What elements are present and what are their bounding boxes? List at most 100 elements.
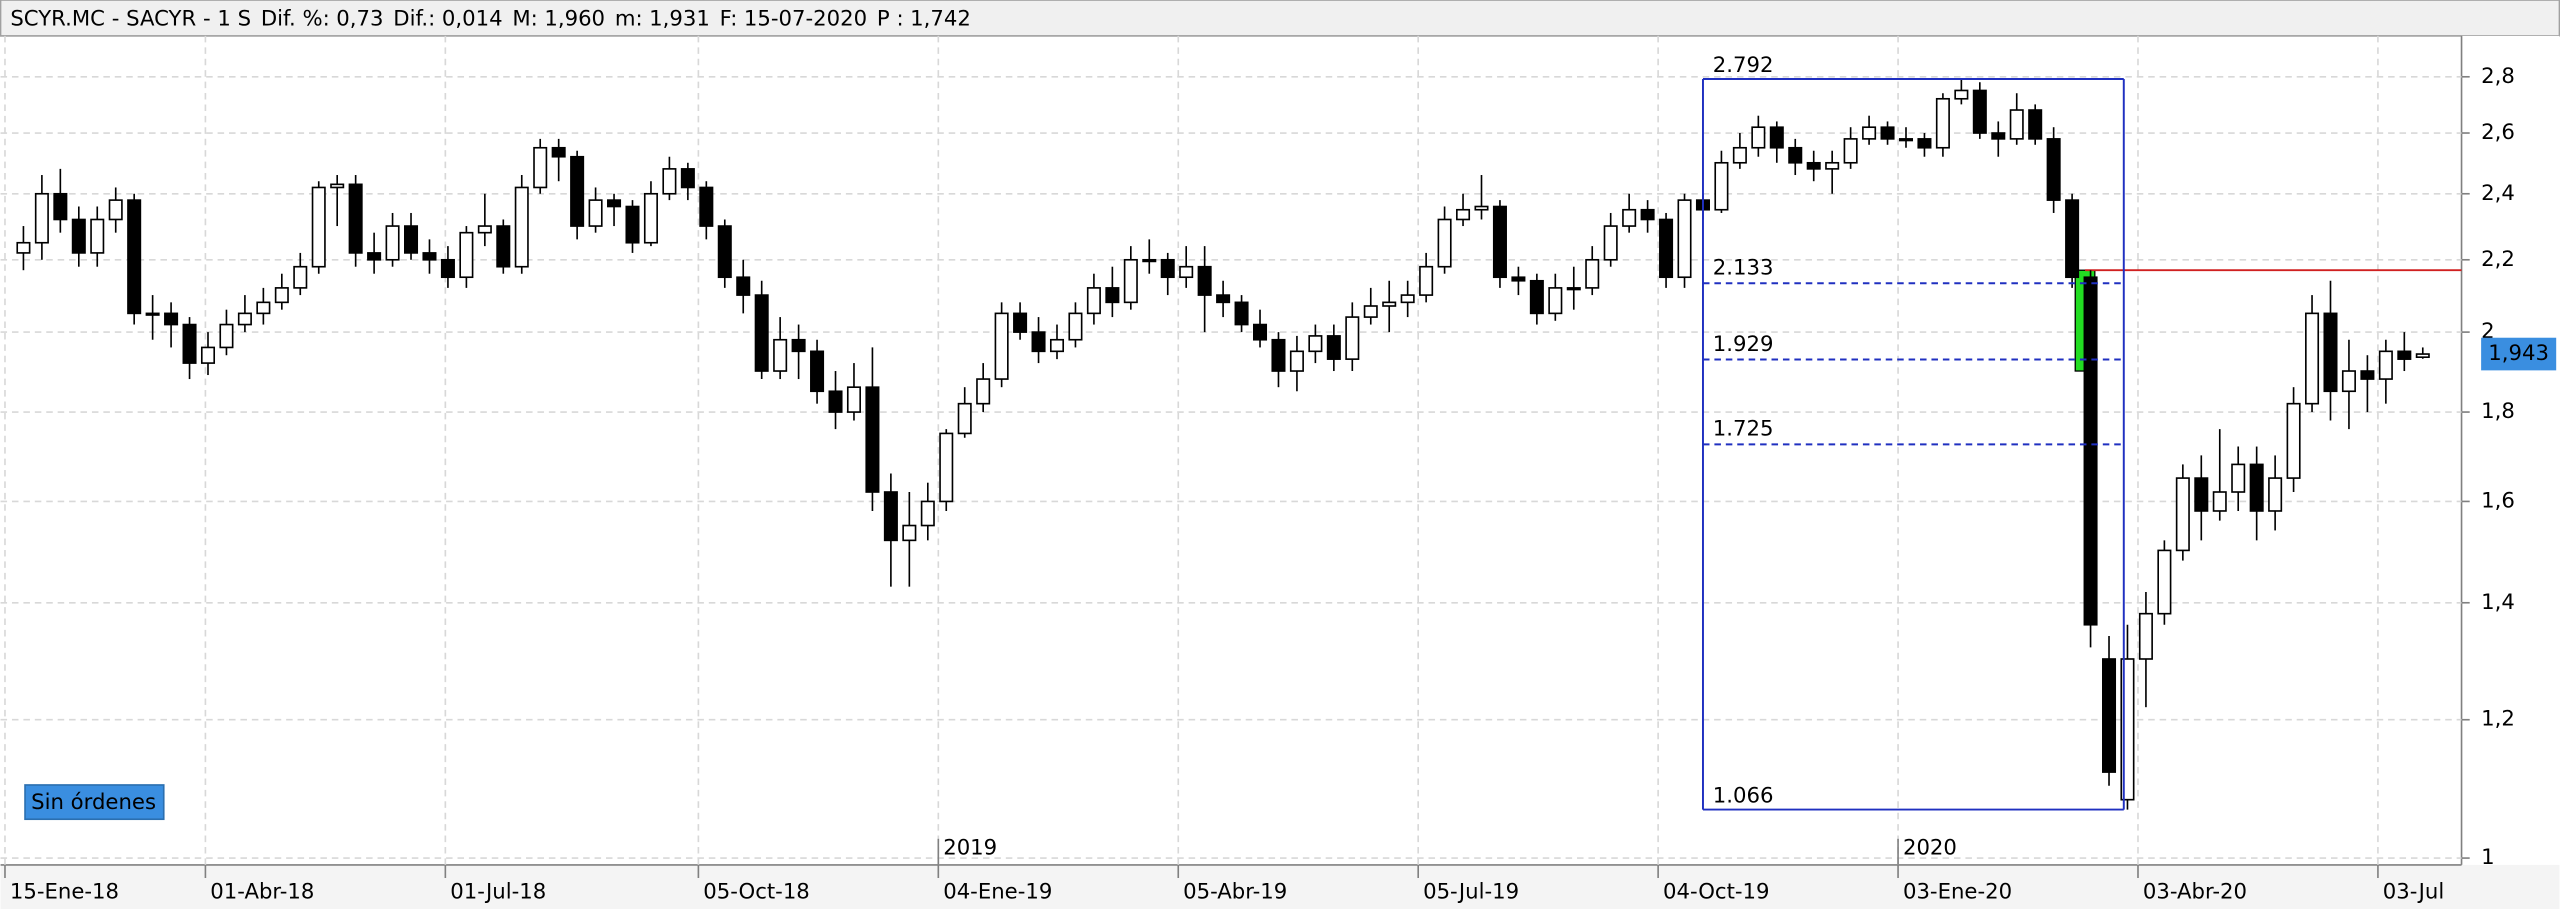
candle-body	[1898, 138, 1914, 142]
candle-body	[2065, 199, 2080, 279]
header-item: M:	[512, 7, 537, 32]
fib-label: 2.133	[1713, 256, 1774, 281]
candle-body	[2397, 350, 2412, 360]
header-item: P :	[877, 7, 904, 32]
plot-layer: 2.792 1.066 2.133 1.929 1.725	[0, 35, 2462, 865]
candle-body	[680, 168, 695, 189]
candle-body	[1197, 265, 1212, 296]
candle-body	[1013, 312, 1028, 333]
header-item: 1,931	[649, 7, 710, 32]
candle-body	[385, 225, 400, 261]
candle-body	[1142, 258, 1157, 263]
x-tick-label: 04-Oct-19	[1663, 880, 1770, 905]
candle-body	[200, 346, 216, 364]
header-item: 1,960	[544, 7, 605, 32]
y-tick-label: 2,2	[2481, 247, 2515, 272]
header-item: F:	[720, 7, 738, 32]
candle-body	[1511, 276, 1526, 282]
y-tick-label: 2,4	[2481, 181, 2515, 206]
candle-body	[1419, 265, 1434, 296]
candle-body	[1345, 316, 1360, 360]
candle-body	[1105, 287, 1120, 304]
candle-body	[588, 199, 603, 227]
candle-body	[957, 402, 972, 435]
year-tick-label: 2019	[943, 836, 997, 861]
candle-body	[2305, 312, 2320, 405]
candle-body	[1954, 89, 1969, 100]
candle-body	[496, 225, 511, 268]
candle-body	[883, 491, 898, 542]
candle-body	[1437, 218, 1452, 268]
candle-body	[514, 186, 529, 268]
candle-body	[16, 241, 31, 254]
candle-body	[1253, 323, 1268, 341]
x-tick-label: 05-Oct-18	[703, 880, 810, 905]
candle-body	[422, 252, 437, 261]
candle-body	[865, 386, 880, 493]
candle-body	[1585, 258, 1600, 289]
candle-body	[2046, 138, 2061, 201]
x-tick-label: 04-Ene-19	[943, 880, 1052, 905]
header-item: 0,73	[336, 7, 383, 32]
candle-body	[1068, 312, 1083, 341]
candle-body	[2083, 276, 2098, 626]
candle-body	[1659, 218, 1674, 279]
candle-body	[1179, 265, 1194, 279]
candle-body	[570, 155, 585, 227]
bottom-axis-area	[0, 864, 2560, 909]
orders-button-label[interactable]: Sin órdenes	[31, 790, 156, 815]
fib-label: 2.792	[1713, 53, 1774, 78]
candle-body	[459, 231, 474, 279]
year-tick-label: 2020	[1903, 836, 1957, 861]
candle-body	[1400, 294, 1415, 304]
candle-body	[1880, 126, 1895, 140]
candle-body	[1529, 279, 1544, 315]
candle-body	[1935, 97, 1950, 149]
candle-body	[440, 258, 455, 279]
candle-body	[1308, 335, 1323, 353]
candle-body	[2415, 353, 2430, 358]
candle-body	[1326, 335, 1341, 360]
header-item: 1,742	[910, 7, 971, 32]
candle-body	[164, 312, 179, 326]
candle-body	[699, 186, 714, 227]
candle-body	[1769, 126, 1784, 149]
candle-body	[145, 312, 160, 316]
candle-body	[607, 199, 622, 208]
candle-body	[828, 390, 843, 413]
candle-body	[2028, 109, 2043, 140]
candle-body	[2138, 612, 2153, 660]
candle-body	[237, 312, 252, 326]
candle-body	[1271, 338, 1286, 372]
candle-body	[219, 323, 234, 349]
candle-body	[1825, 161, 1840, 170]
candle-body	[2194, 477, 2209, 512]
header-item: m:	[615, 7, 643, 32]
candle-body	[1788, 146, 1803, 164]
candle-body	[625, 205, 640, 244]
candle-body	[348, 183, 363, 254]
orders-button[interactable]	[24, 784, 165, 821]
candle-body	[90, 218, 105, 254]
candle-body	[1806, 161, 1821, 170]
y-tick-label: 1,8	[2481, 399, 2515, 424]
x-tick-label: 15-Ene-18	[10, 880, 119, 905]
candle-body	[2249, 463, 2264, 512]
candle-body	[2341, 370, 2356, 393]
x-tick-label: 01-Jul-18	[450, 880, 546, 905]
last-price-label: 1,943	[2488, 341, 2549, 366]
candle-body	[2360, 370, 2375, 380]
candle-body	[994, 312, 1009, 380]
candle-body	[810, 350, 825, 393]
candle-body	[1991, 132, 2006, 140]
candle-body	[846, 386, 861, 413]
candle-body	[662, 168, 677, 195]
candle-body	[330, 183, 345, 189]
candle-body	[1363, 305, 1378, 318]
x-tick-label: 03-Ene-20	[1903, 880, 2012, 905]
fib-label: 1.929	[1713, 332, 1774, 357]
candle-body	[1862, 126, 1877, 140]
